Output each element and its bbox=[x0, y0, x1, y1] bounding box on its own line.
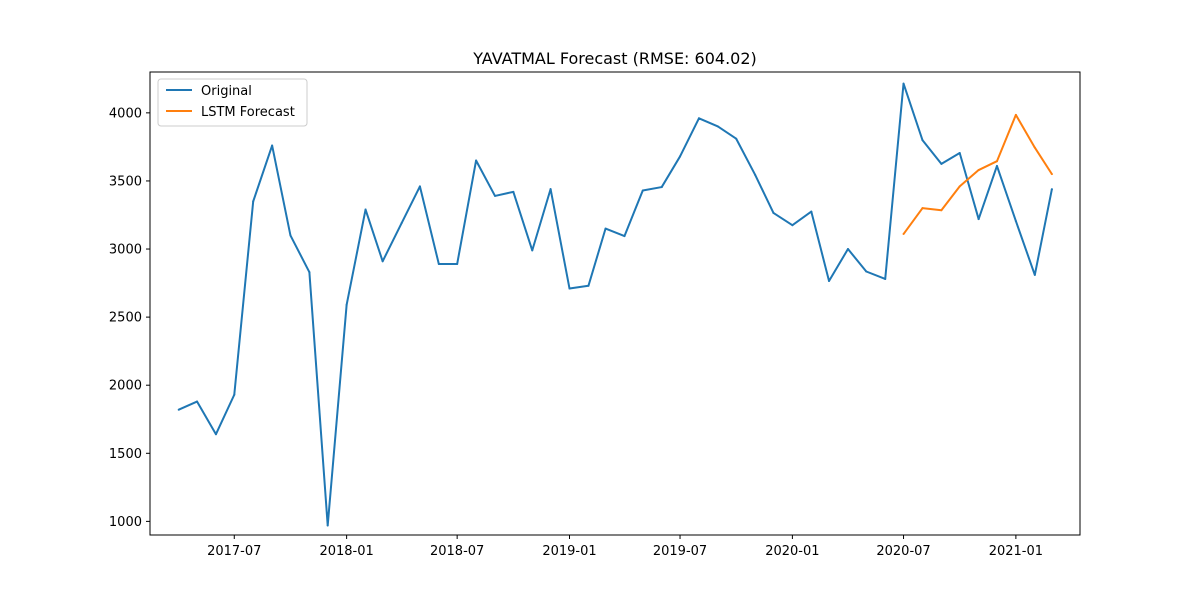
data-point-original bbox=[308, 271, 311, 274]
series-line-original bbox=[178, 82, 1053, 527]
data-point-lstm-forecast bbox=[1033, 146, 1036, 149]
y-tick-label: 2000 bbox=[109, 379, 142, 394]
data-point-original bbox=[549, 188, 552, 191]
legend-label: Original bbox=[201, 84, 252, 99]
data-point-lstm-forecast bbox=[902, 233, 905, 236]
data-point-original bbox=[326, 524, 329, 527]
x-tick-label: 2020-07 bbox=[876, 544, 930, 559]
chart-title: YAVATMAL Forecast (RMSE: 604.02) bbox=[472, 49, 757, 68]
data-point-original bbox=[531, 249, 534, 252]
data-point-original bbox=[568, 287, 571, 290]
data-point-original bbox=[679, 155, 682, 158]
data-point-original bbox=[958, 152, 961, 155]
data-point-original bbox=[233, 393, 236, 396]
x-tick-label: 2021-01 bbox=[989, 544, 1043, 559]
y-tick-label: 1500 bbox=[109, 447, 142, 462]
data-point-original bbox=[512, 190, 515, 193]
data-point-original bbox=[1033, 273, 1036, 276]
data-point-original bbox=[587, 284, 590, 287]
data-point-lstm-forecast bbox=[940, 209, 943, 212]
data-point-original bbox=[902, 82, 905, 85]
data-point-original bbox=[1050, 188, 1053, 191]
data-point-original bbox=[940, 162, 943, 165]
data-point-original bbox=[345, 303, 348, 306]
data-point-original bbox=[400, 222, 403, 225]
data-point-lstm-forecast bbox=[977, 169, 980, 172]
data-point-original bbox=[252, 200, 255, 203]
data-point-lstm-forecast bbox=[1014, 113, 1017, 116]
data-point-original bbox=[791, 224, 794, 227]
data-point-original bbox=[810, 210, 813, 213]
x-tick-label: 2019-01 bbox=[542, 544, 596, 559]
data-point-original bbox=[418, 185, 421, 188]
data-point-lstm-forecast bbox=[1050, 173, 1053, 176]
data-point-original bbox=[604, 227, 607, 230]
data-point-original bbox=[1014, 220, 1017, 223]
data-point-original bbox=[475, 159, 478, 162]
data-point-original bbox=[865, 270, 868, 273]
data-point-original bbox=[494, 194, 497, 197]
legend-label: LSTM Forecast bbox=[201, 105, 295, 120]
data-point-original bbox=[196, 400, 199, 403]
x-tick-label: 2017-07 bbox=[207, 544, 261, 559]
series-group bbox=[177, 82, 1053, 527]
data-point-original bbox=[735, 137, 738, 140]
data-point-original bbox=[437, 263, 440, 266]
data-point-lstm-forecast bbox=[958, 185, 961, 188]
data-point-original bbox=[884, 277, 887, 280]
data-point-original bbox=[921, 139, 924, 142]
data-point-original bbox=[697, 117, 700, 120]
data-point-original bbox=[364, 208, 367, 211]
data-point-original bbox=[456, 263, 459, 266]
legend: Original LSTM Forecast bbox=[157, 78, 308, 127]
data-point-original bbox=[641, 189, 644, 192]
y-tick-label: 2500 bbox=[109, 311, 142, 326]
x-tick-label: 2018-01 bbox=[319, 544, 373, 559]
data-point-original bbox=[381, 260, 384, 263]
y-axis: 1000 1500 2000 2500 3000 3500 4000 bbox=[109, 106, 150, 530]
data-point-original bbox=[995, 164, 998, 167]
data-point-original bbox=[271, 144, 274, 147]
plot-frame bbox=[149, 71, 1081, 536]
plot-area bbox=[149, 71, 1081, 536]
x-axis: 2017-07 2018-01 2018-07 2019-01 2019-07 2020-… bbox=[207, 535, 1043, 559]
data-point-original bbox=[846, 248, 849, 251]
data-point-lstm-forecast bbox=[995, 160, 998, 163]
y-tick-label: 1000 bbox=[109, 515, 142, 530]
data-point-lstm-forecast bbox=[921, 207, 924, 210]
data-point-original bbox=[977, 218, 980, 221]
data-point-original bbox=[214, 433, 217, 436]
data-point-original bbox=[828, 280, 831, 283]
data-point-original bbox=[289, 234, 292, 237]
data-point-original bbox=[772, 211, 775, 214]
data-point-original bbox=[716, 125, 719, 128]
y-tick-label: 4000 bbox=[109, 106, 142, 121]
y-tick-label: 3500 bbox=[109, 174, 142, 189]
x-tick-label: 2018-07 bbox=[430, 544, 484, 559]
data-point-original bbox=[177, 408, 180, 411]
data-point-original bbox=[754, 173, 757, 176]
legend-box bbox=[157, 78, 308, 127]
y-tick-label: 3000 bbox=[109, 243, 142, 258]
x-tick-label: 2020-01 bbox=[765, 544, 819, 559]
x-tick-label: 2019-07 bbox=[653, 544, 707, 559]
data-point-original bbox=[623, 235, 626, 238]
data-point-original bbox=[660, 186, 663, 189]
